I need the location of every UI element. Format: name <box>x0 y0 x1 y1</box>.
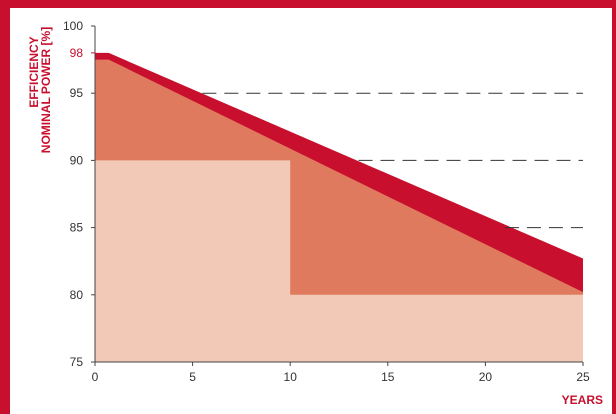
y-tick-label-75: 75 <box>70 355 84 369</box>
y-tick-label-highlight: 98 <box>70 46 84 60</box>
x-tick-label-20: 20 <box>479 370 493 384</box>
y-tick-label-90: 90 <box>70 153 84 167</box>
y-tick-label-80: 80 <box>70 288 84 302</box>
y-axis-title-line1: EFFICIENCY <box>27 36 41 107</box>
ticks-layer: 75 80 85 90 95 100 98 0 5 10 15 20 25 <box>63 19 590 384</box>
area-band-1 <box>95 160 583 362</box>
y-tick-label-85: 85 <box>70 221 84 235</box>
x-tick-label-15: 15 <box>381 370 395 384</box>
x-tick-label-10: 10 <box>284 370 298 384</box>
grid-layer <box>202 92 583 229</box>
x-tick-label-0: 0 <box>92 370 99 384</box>
axes-layer <box>94 26 583 363</box>
y-tick-label-100: 100 <box>63 19 83 33</box>
y-axis-title-line2: NOMINAL POWER [%] <box>39 27 53 153</box>
x-axis-title: YEARS <box>562 393 603 407</box>
area-layer <box>95 52 583 363</box>
x-tick-label-25: 25 <box>576 370 590 384</box>
x-tick-label-5: 5 <box>189 370 196 384</box>
y-tick-label-95: 95 <box>70 86 84 100</box>
